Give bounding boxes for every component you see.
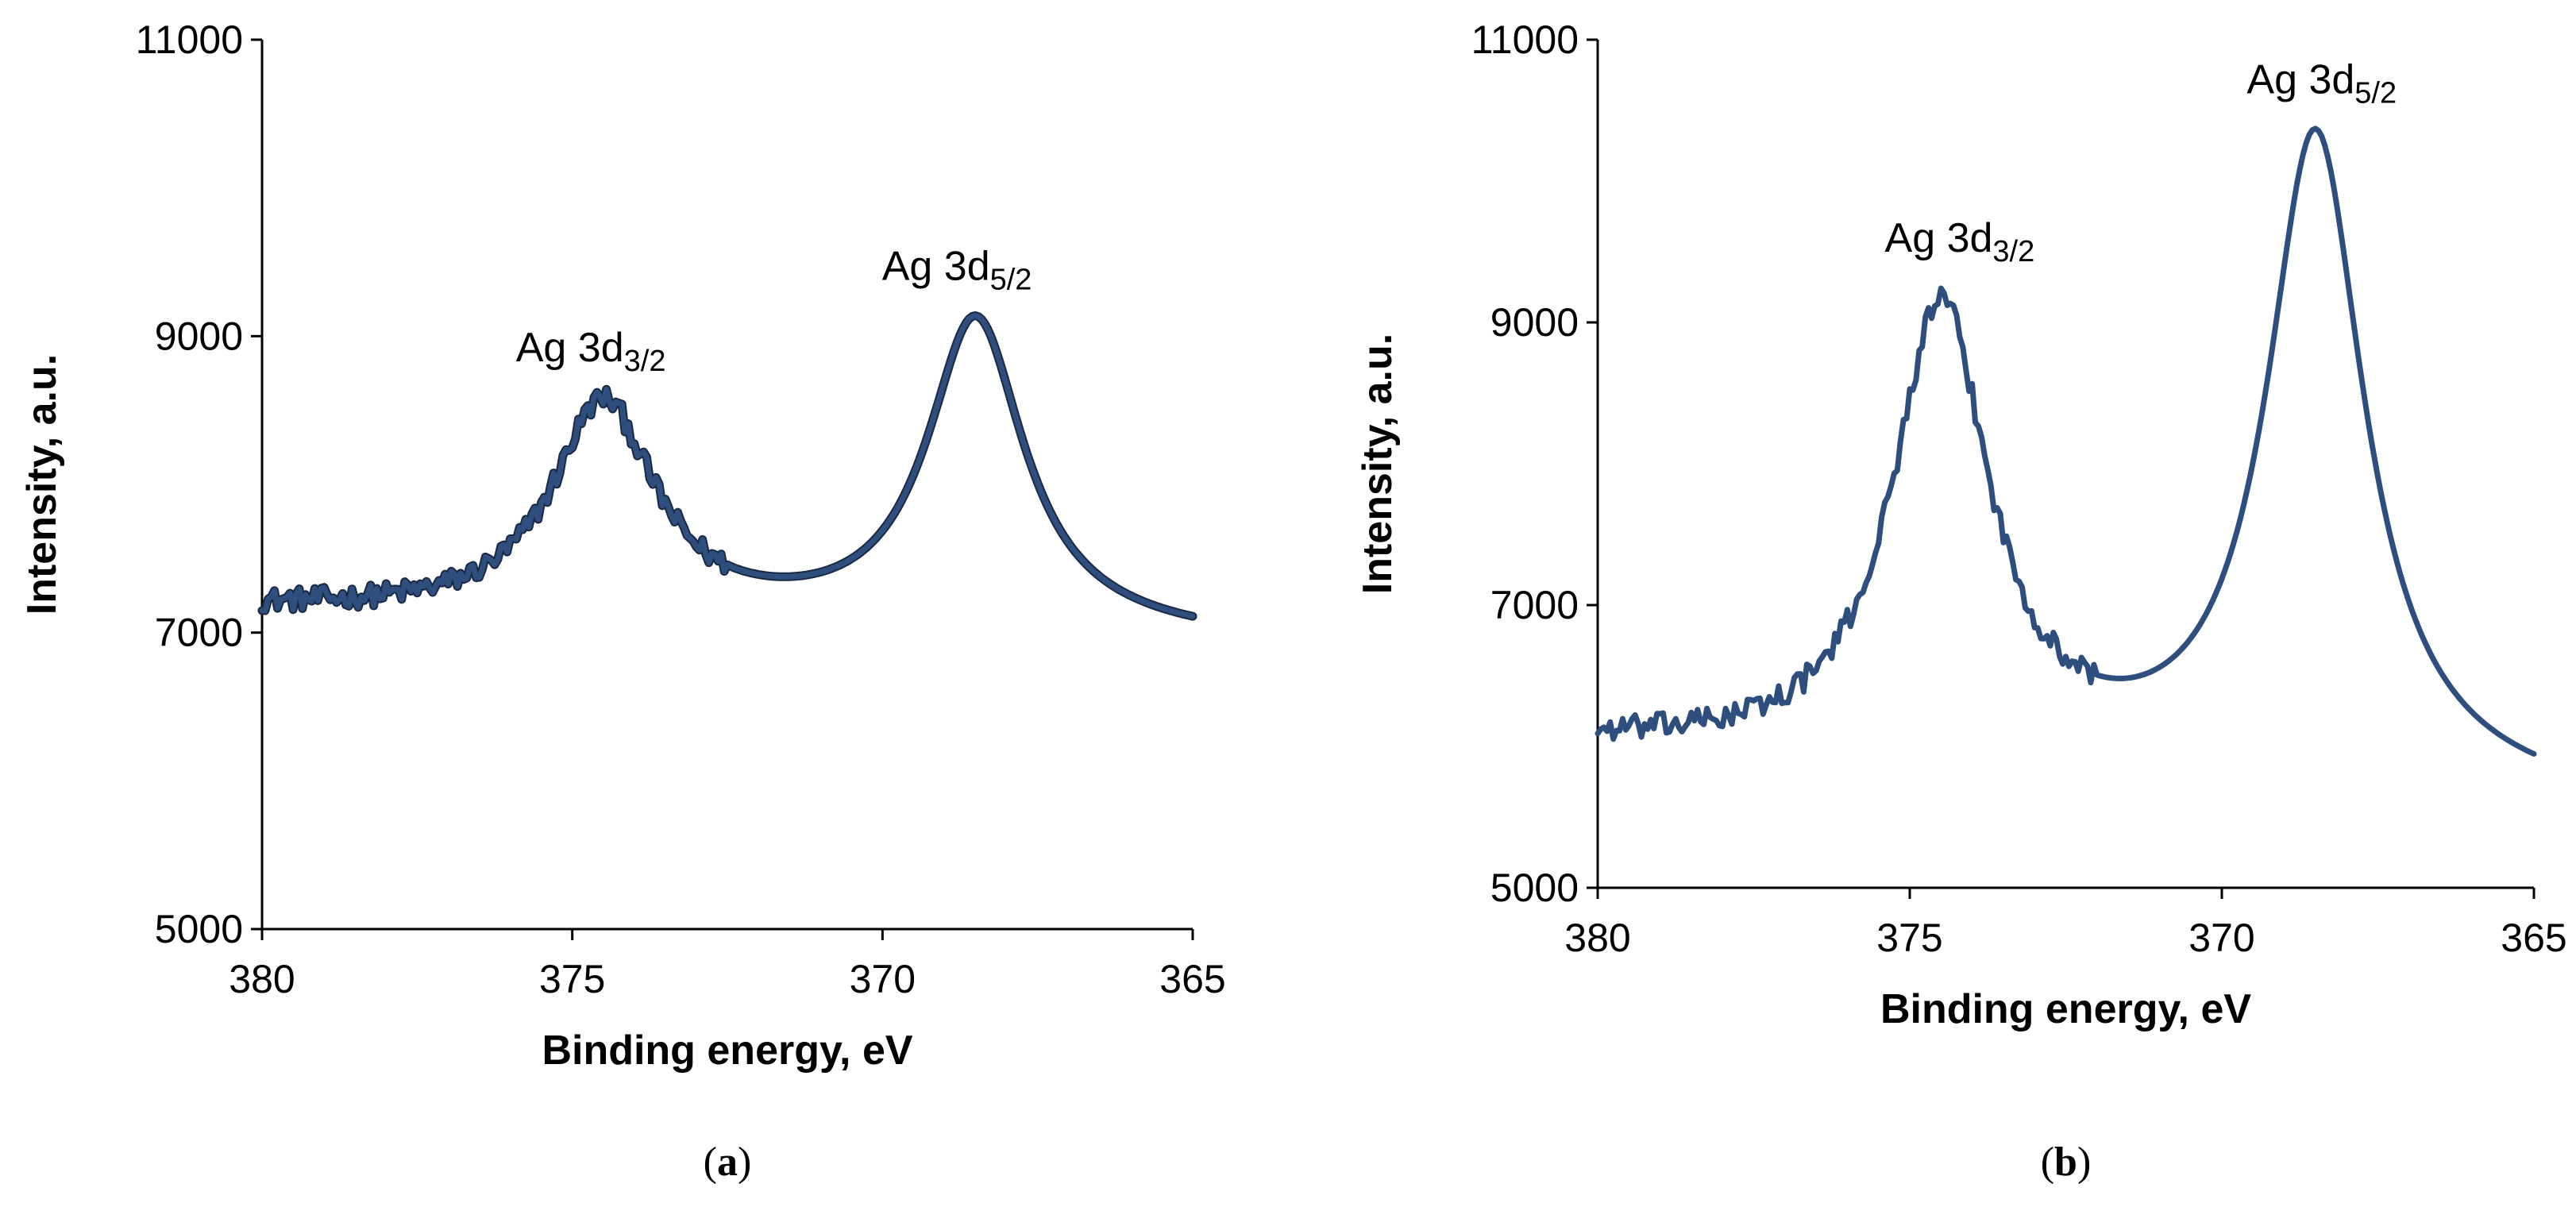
x-axis-title: Binding energy, eV	[1880, 986, 2251, 1032]
peak-annotation-base: Ag 3d	[2246, 57, 2354, 103]
chart-panel-a: 5000 7000 9000 11000 380 375 370 365 Binding ene…	[19, 17, 1226, 1185]
x-tick-label: 380	[1564, 916, 1630, 960]
peak-annotation-base: Ag 3d	[882, 243, 990, 289]
y-tick-label: 7000	[155, 611, 243, 655]
panel-label-letter: b	[2054, 1140, 2077, 1185]
peak-annotation-base: Ag 3d	[516, 325, 624, 371]
series-line	[1595, 125, 2537, 757]
peak-annotation-subscript: 3/2	[1992, 235, 2034, 268]
peak-annotation-subscript: 5/2	[990, 263, 1032, 296]
y-axis-title: Intensity, a.u.	[19, 354, 65, 615]
x-tick-label: 370	[850, 957, 916, 1001]
panel-label: (a)	[704, 1140, 752, 1185]
peak-annotation-subscript: 3/2	[624, 345, 666, 378]
y-tick-label: 9000	[1490, 300, 1579, 345]
y-tick-label: 11000	[136, 17, 243, 62]
chart-panel-b: 5000 7000 9000 11000 380 375 370 365 Binding ene…	[1355, 17, 2567, 1185]
panel-label-letter: a	[717, 1140, 738, 1185]
y-tick-label: 9000	[155, 314, 243, 358]
y-axis-title: Intensity, a.u.	[1355, 334, 1401, 594]
x-tick-label: 365	[1159, 957, 1225, 1001]
peak-annotation-ag3d52: Ag 3d5/2	[882, 243, 1032, 296]
peak-annotation-ag3d32: Ag 3d3/2	[1885, 215, 2035, 268]
series-line	[259, 313, 1196, 619]
x-tick-label: 370	[2188, 916, 2254, 960]
peak-annotation-base: Ag 3d	[1885, 215, 1993, 261]
y-tick-label: 5000	[1490, 866, 1579, 910]
x-tick-label: 375	[539, 957, 605, 1001]
peak-annotation-ag3d32: Ag 3d3/2	[516, 325, 666, 378]
x-tick-label: 365	[2501, 916, 2566, 960]
panel-label: (b)	[2041, 1140, 2092, 1185]
peak-annotation-subscript: 5/2	[2354, 77, 2397, 110]
x-tick-label: 375	[1876, 916, 1942, 960]
y-tick-label: 7000	[1490, 583, 1579, 627]
x-tick-label: 380	[229, 957, 295, 1001]
y-tick-label: 11000	[1471, 17, 1579, 62]
x-axis-title: Binding energy, eV	[542, 1028, 912, 1074]
y-tick-label: 5000	[155, 907, 243, 951]
peak-annotation-ag3d52: Ag 3d5/2	[2246, 57, 2397, 110]
